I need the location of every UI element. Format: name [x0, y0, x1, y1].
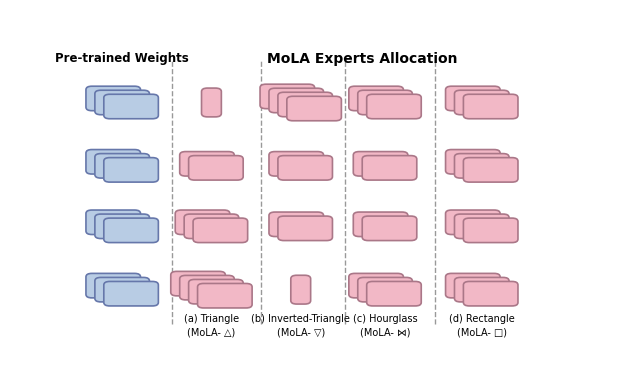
FancyBboxPatch shape: [189, 156, 243, 180]
FancyBboxPatch shape: [104, 218, 158, 243]
FancyBboxPatch shape: [463, 94, 518, 119]
FancyBboxPatch shape: [349, 273, 403, 298]
FancyBboxPatch shape: [95, 278, 150, 302]
FancyBboxPatch shape: [278, 156, 332, 180]
FancyBboxPatch shape: [86, 86, 141, 111]
FancyBboxPatch shape: [171, 272, 225, 296]
FancyBboxPatch shape: [269, 212, 324, 236]
Text: (c) Hourglass
(MoLA- ⋈): (c) Hourglass (MoLA- ⋈): [353, 314, 417, 337]
FancyBboxPatch shape: [454, 278, 509, 302]
Text: (b) Inverted-Triangle
(MoLA- ▽): (b) Inverted-Triangle (MoLA- ▽): [252, 314, 350, 337]
FancyBboxPatch shape: [269, 88, 324, 113]
FancyBboxPatch shape: [269, 151, 324, 176]
FancyBboxPatch shape: [463, 218, 518, 243]
FancyBboxPatch shape: [104, 282, 158, 306]
FancyBboxPatch shape: [260, 84, 315, 109]
FancyBboxPatch shape: [358, 278, 412, 302]
FancyBboxPatch shape: [463, 282, 518, 306]
FancyBboxPatch shape: [180, 275, 234, 300]
FancyBboxPatch shape: [287, 96, 341, 121]
FancyBboxPatch shape: [353, 212, 408, 236]
FancyBboxPatch shape: [202, 88, 221, 117]
FancyBboxPatch shape: [445, 150, 500, 174]
FancyBboxPatch shape: [463, 157, 518, 182]
FancyBboxPatch shape: [291, 275, 310, 304]
FancyBboxPatch shape: [445, 210, 500, 234]
Text: Pre-trained Weights: Pre-trained Weights: [55, 52, 189, 65]
FancyBboxPatch shape: [362, 156, 417, 180]
Text: (d) Rectangle
(MoLA- □): (d) Rectangle (MoLA- □): [449, 314, 515, 337]
FancyBboxPatch shape: [358, 90, 412, 115]
FancyBboxPatch shape: [95, 154, 150, 178]
FancyBboxPatch shape: [189, 279, 243, 304]
FancyBboxPatch shape: [180, 151, 234, 176]
FancyBboxPatch shape: [445, 86, 500, 111]
FancyBboxPatch shape: [349, 86, 403, 111]
FancyBboxPatch shape: [198, 283, 252, 308]
FancyBboxPatch shape: [454, 214, 509, 239]
Text: MoLA Experts Allocation: MoLA Experts Allocation: [268, 52, 458, 66]
Text: (a) Triangle
(MoLA- △): (a) Triangle (MoLA- △): [184, 314, 239, 337]
FancyBboxPatch shape: [278, 216, 332, 240]
FancyBboxPatch shape: [104, 157, 158, 182]
FancyBboxPatch shape: [86, 210, 141, 234]
FancyBboxPatch shape: [454, 154, 509, 178]
FancyBboxPatch shape: [95, 90, 150, 115]
FancyBboxPatch shape: [95, 214, 150, 239]
FancyBboxPatch shape: [445, 273, 500, 298]
FancyBboxPatch shape: [184, 214, 239, 239]
FancyBboxPatch shape: [278, 92, 332, 117]
FancyBboxPatch shape: [86, 150, 141, 174]
FancyBboxPatch shape: [367, 282, 421, 306]
FancyBboxPatch shape: [104, 94, 158, 119]
FancyBboxPatch shape: [193, 218, 248, 243]
FancyBboxPatch shape: [175, 210, 230, 234]
FancyBboxPatch shape: [86, 273, 141, 298]
FancyBboxPatch shape: [362, 216, 417, 240]
FancyBboxPatch shape: [454, 90, 509, 115]
FancyBboxPatch shape: [353, 151, 408, 176]
FancyBboxPatch shape: [367, 94, 421, 119]
